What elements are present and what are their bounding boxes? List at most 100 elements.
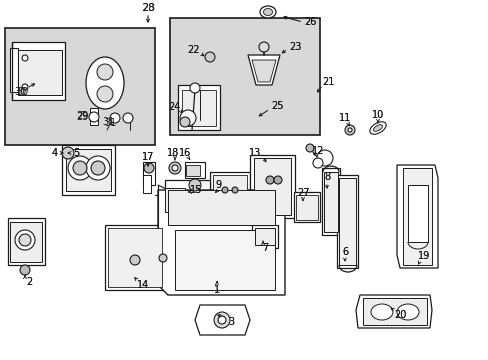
Text: 9: 9	[215, 180, 221, 190]
Text: 27: 27	[296, 188, 308, 198]
Text: 23: 23	[288, 42, 301, 52]
Text: 25: 25	[270, 101, 283, 111]
Polygon shape	[251, 60, 275, 82]
Polygon shape	[158, 190, 285, 295]
Polygon shape	[209, 172, 249, 210]
Circle shape	[130, 255, 140, 265]
Ellipse shape	[263, 9, 272, 15]
Text: 23: 23	[288, 42, 301, 52]
Text: 8: 8	[323, 172, 329, 182]
Text: 7: 7	[262, 243, 267, 253]
Polygon shape	[396, 165, 437, 268]
Circle shape	[73, 161, 87, 175]
Circle shape	[180, 110, 196, 126]
Polygon shape	[338, 178, 355, 265]
Circle shape	[231, 187, 238, 193]
Bar	[5, 28, 155, 145]
Circle shape	[20, 265, 30, 275]
Text: 2: 2	[26, 277, 32, 287]
Text: 11: 11	[338, 113, 350, 123]
Circle shape	[345, 125, 354, 135]
Polygon shape	[105, 225, 164, 290]
Polygon shape	[195, 305, 249, 335]
Text: 11: 11	[338, 113, 350, 123]
Polygon shape	[251, 225, 278, 248]
Text: 13: 13	[248, 148, 261, 158]
Circle shape	[222, 187, 227, 193]
Circle shape	[22, 84, 28, 90]
Text: 1: 1	[214, 285, 220, 295]
Text: 10: 10	[371, 110, 384, 120]
Text: 4: 4	[52, 148, 58, 158]
Text: 29: 29	[76, 111, 88, 121]
Circle shape	[172, 165, 178, 171]
Text: 5: 5	[73, 148, 79, 158]
Text: 8: 8	[323, 172, 329, 182]
Bar	[175, 230, 274, 290]
Bar	[170, 18, 319, 135]
Polygon shape	[402, 168, 431, 265]
Text: 9: 9	[215, 180, 221, 190]
Ellipse shape	[97, 64, 113, 80]
Text: 22: 22	[186, 45, 199, 55]
Text: 15: 15	[189, 185, 202, 195]
Text: 19: 19	[417, 251, 429, 261]
Ellipse shape	[396, 304, 418, 320]
Text: 20: 20	[393, 310, 406, 320]
Ellipse shape	[369, 122, 386, 134]
Polygon shape	[321, 168, 339, 235]
Circle shape	[123, 113, 133, 123]
Circle shape	[62, 147, 74, 159]
Polygon shape	[142, 162, 155, 185]
Text: 6: 6	[341, 247, 347, 257]
Text: 4: 4	[52, 148, 58, 158]
Text: 30: 30	[14, 87, 26, 97]
Text: 28: 28	[142, 3, 154, 13]
Circle shape	[159, 254, 167, 262]
Polygon shape	[164, 188, 184, 212]
Circle shape	[19, 234, 31, 246]
Text: 2: 2	[26, 277, 32, 287]
Text: 20: 20	[393, 310, 406, 320]
Circle shape	[316, 150, 332, 166]
Polygon shape	[184, 162, 204, 178]
Circle shape	[86, 156, 110, 180]
Polygon shape	[164, 180, 209, 215]
Text: 28: 28	[141, 3, 155, 13]
Polygon shape	[185, 165, 200, 176]
Polygon shape	[362, 298, 426, 325]
Text: 10: 10	[371, 110, 384, 120]
Text: 17: 17	[142, 152, 154, 162]
Text: 22: 22	[186, 45, 199, 55]
Circle shape	[204, 52, 215, 62]
Polygon shape	[254, 228, 274, 245]
Text: 26: 26	[303, 17, 316, 27]
Circle shape	[218, 316, 225, 324]
Circle shape	[189, 179, 201, 191]
Text: 6: 6	[341, 247, 347, 257]
Bar	[407, 185, 427, 242]
Ellipse shape	[373, 125, 382, 131]
Text: 19: 19	[417, 251, 429, 261]
Text: 21: 21	[321, 77, 333, 87]
Text: 13: 13	[248, 148, 261, 158]
Text: 25: 25	[270, 101, 283, 111]
Text: 27: 27	[296, 188, 308, 198]
Text: 3: 3	[227, 317, 234, 327]
Ellipse shape	[370, 304, 392, 320]
Polygon shape	[142, 175, 151, 193]
Text: 26: 26	[303, 17, 316, 27]
Polygon shape	[62, 145, 115, 195]
Text: 12: 12	[311, 146, 324, 156]
Bar	[10, 48, 18, 92]
Circle shape	[169, 162, 181, 174]
Text: 31: 31	[102, 117, 114, 127]
Text: 21: 21	[321, 77, 333, 87]
Text: 5: 5	[73, 148, 79, 158]
Text: 12: 12	[311, 146, 324, 156]
Polygon shape	[336, 175, 357, 268]
Circle shape	[91, 161, 105, 175]
Circle shape	[110, 113, 120, 123]
Text: 29: 29	[76, 112, 88, 122]
Circle shape	[347, 128, 351, 132]
